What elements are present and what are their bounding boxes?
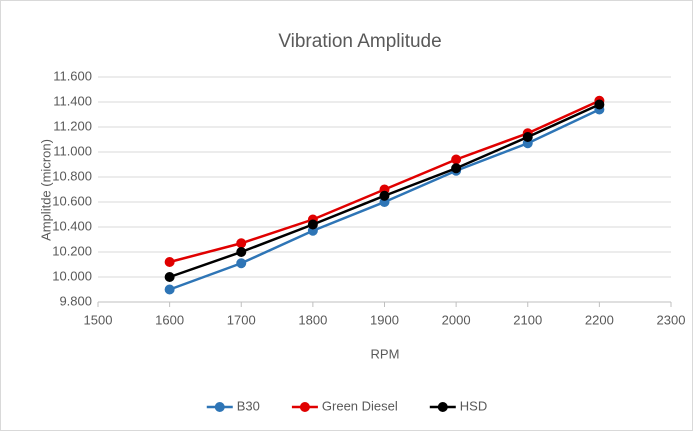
x-tick-label: 1800 <box>298 312 327 327</box>
data-point <box>164 272 175 282</box>
x-tick-label: 2100 <box>513 312 542 327</box>
data-point <box>236 258 247 269</box>
legend-item: HSD <box>429 398 487 413</box>
legend: B30 Green Diesel HSD <box>206 398 487 413</box>
y-tick-label: 11.000 <box>53 143 92 158</box>
x-axis-label: RPM <box>371 346 400 361</box>
data-point <box>164 257 175 267</box>
x-tick-label: 1600 <box>155 312 184 327</box>
y-tick-label: 10.600 <box>52 193 92 208</box>
legend-label: Green Diesel <box>322 398 398 413</box>
y-tick-label: 11.600 <box>53 68 92 83</box>
legend-label: B30 <box>237 398 260 413</box>
x-tick-label: 1500 <box>84 312 113 327</box>
y-tick-label: 10.000 <box>52 268 92 283</box>
data-point <box>236 238 247 249</box>
x-tick-label: 1700 <box>227 312 256 327</box>
legend-item: B30 <box>206 398 260 413</box>
x-tick-label: 2200 <box>585 312 614 327</box>
data-point <box>594 99 605 110</box>
chart-title: Vibration Amplitude <box>278 31 441 52</box>
data-point <box>522 132 533 142</box>
legend-marker <box>214 402 225 412</box>
data-point <box>379 190 390 201</box>
data-point <box>236 247 247 257</box>
y-tick-label: 11.200 <box>53 118 92 133</box>
y-tick-label: 10.400 <box>52 218 92 233</box>
data-point <box>451 163 462 174</box>
data-point <box>307 219 318 230</box>
x-tick-label: 1900 <box>370 312 399 327</box>
x-tick-label: 2000 <box>442 312 471 327</box>
legend-label: HSD <box>460 398 487 413</box>
y-tick-label: 10.200 <box>52 243 92 258</box>
y-tick-label: 9.800 <box>59 293 92 308</box>
x-tick-label: 2300 <box>657 312 686 327</box>
y-tick-label: 10.800 <box>52 168 92 183</box>
legend-item: Green Diesel <box>291 398 398 413</box>
legend-marker <box>299 402 310 412</box>
legend-marker <box>437 402 448 412</box>
data-point <box>451 154 462 165</box>
y-axis-label: Amplitde (micron) <box>38 139 53 241</box>
data-point <box>164 284 175 295</box>
y-tick-label: 11.400 <box>53 93 92 108</box>
